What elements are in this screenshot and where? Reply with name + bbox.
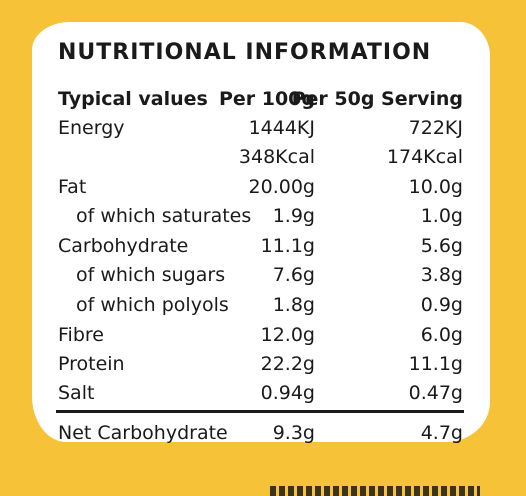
header-typical-values: Typical values <box>58 88 208 110</box>
row-per-100g: 7.6g <box>272 264 315 286</box>
row-label: Fat <box>58 176 87 198</box>
row-per-50g: 6.0g <box>420 324 463 346</box>
row-net-carbohydrate: Net Carbohydrate 9.3g 4.7g <box>58 422 463 452</box>
row-per-50g: 10.0g <box>408 176 463 198</box>
row-energy-kj: Energy 1444KJ 722KJ <box>58 117 463 147</box>
row-protein: Protein 22.2g 11.1g <box>58 353 463 383</box>
row-salt: Salt 0.94g 0.47g <box>58 382 463 412</box>
row-per-50g: 722KJ <box>408 117 463 139</box>
table-title: NUTRITIONAL INFORMATION <box>58 40 432 65</box>
table-header-row: Typical values Per 100g Per 50g Serving <box>58 88 463 118</box>
row-per-100g: 0.94g <box>260 382 315 404</box>
row-per-100g: 12.0g <box>260 324 315 346</box>
row-per-100g: 11.1g <box>260 235 315 257</box>
row-per-100g: 348Kcal <box>238 146 315 168</box>
row-per-50g: 174Kcal <box>386 146 463 168</box>
row-fibre: Fibre 12.0g 6.0g <box>58 324 463 354</box>
row-sugars: of which sugars 7.6g 3.8g <box>58 264 463 294</box>
row-label: of which saturates <box>76 205 252 227</box>
header-per-100g: Per 100g <box>218 88 315 110</box>
row-carbohydrate: Carbohydrate 11.1g 5.6g <box>58 235 463 265</box>
row-label: Net Carbohydrate <box>58 422 228 444</box>
row-saturates: of which saturates 1.9g 1.0g <box>58 205 463 235</box>
row-fat: Fat 20.00g 10.0g <box>58 176 463 206</box>
row-per-50g: 5.6g <box>420 235 463 257</box>
row-polyols: of which polyols 1.8g 0.9g <box>58 294 463 324</box>
row-label: Energy <box>58 117 125 139</box>
row-per-100g: 1.9g <box>272 205 315 227</box>
row-per-50g: 1.0g <box>420 205 463 227</box>
row-per-50g: 0.47g <box>408 382 463 404</box>
row-per-100g: 1.8g <box>272 294 315 316</box>
header-per-50g: Per 50g Serving <box>291 88 463 110</box>
row-label: Salt <box>58 382 95 404</box>
row-label: of which polyols <box>76 294 229 316</box>
row-per-50g: 3.8g <box>420 264 463 286</box>
row-per-50g: 4.7g <box>420 422 463 444</box>
cropped-text-fragment <box>270 486 480 496</box>
row-label: of which sugars <box>76 264 226 286</box>
row-per-100g: 20.00g <box>248 176 315 198</box>
row-per-100g: 22.2g <box>260 353 315 375</box>
row-label: Carbohydrate <box>58 235 189 257</box>
table-divider <box>56 410 464 413</box>
nutrition-panel <box>32 22 490 442</box>
row-per-50g: 0.9g <box>420 294 463 316</box>
row-energy-kcal: 348Kcal 174Kcal <box>58 146 463 176</box>
row-per-100g: 9.3g <box>272 422 315 444</box>
row-per-100g: 1444KJ <box>248 117 315 139</box>
row-per-50g: 11.1g <box>408 353 463 375</box>
row-label: Protein <box>58 353 125 375</box>
row-label: Fibre <box>58 324 104 346</box>
